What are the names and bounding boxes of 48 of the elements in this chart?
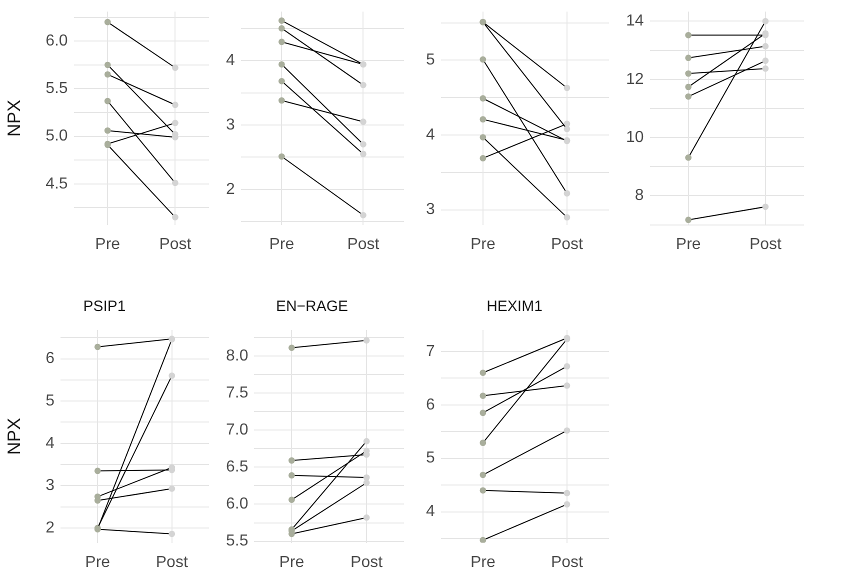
x-tick-label: Post xyxy=(350,554,384,571)
y-tick-label: 6.5 xyxy=(226,458,248,476)
y-tick-label: 6 xyxy=(46,350,55,368)
chart-title: PSIP1 xyxy=(83,298,126,316)
y-tick-label: 7.5 xyxy=(226,384,248,402)
y-tick-label: 3 xyxy=(46,477,55,494)
y-tick-label: 5 xyxy=(46,392,55,410)
x-tick-label: Post xyxy=(550,554,584,571)
y-tick-label: 6.0 xyxy=(226,496,248,513)
y-tick-label: 7 xyxy=(426,342,435,360)
x-tick-label: Pre xyxy=(85,554,110,571)
y-tick-label: 6 xyxy=(426,396,435,414)
y-tick-label: 3 xyxy=(426,201,435,218)
y-tick-label: 5.5 xyxy=(46,80,68,98)
x-tick-label: Post xyxy=(156,554,188,571)
y-tick-label: 5.5 xyxy=(226,532,248,550)
x-tick-label: Pre xyxy=(279,554,304,571)
x-tick-label: Pre xyxy=(470,554,496,571)
x-tick-label: Post xyxy=(159,236,192,253)
y-tick-label: 5 xyxy=(426,450,435,467)
y-tick-label: 4 xyxy=(426,126,435,144)
y-tick-label: 5.0 xyxy=(46,128,68,145)
y-tick-label: 5 xyxy=(426,52,435,69)
y-tick-label: 14 xyxy=(626,12,644,30)
x-tick-label: Post xyxy=(749,236,782,253)
y-tick-label: 2 xyxy=(46,519,55,536)
y-axis-title: NPX xyxy=(4,100,24,137)
y-tick-label: 12 xyxy=(626,70,644,88)
chart-title: EN−RAGE xyxy=(276,298,348,316)
y-tick-label: 7.0 xyxy=(226,422,248,439)
x-tick-label: Pre xyxy=(470,236,496,253)
y-tick-label: 2 xyxy=(226,180,235,198)
x-tick-label: Pre xyxy=(95,236,120,253)
x-tick-label: Post xyxy=(550,236,584,253)
y-tick-label: 8 xyxy=(634,187,644,204)
y-tick-label: 4 xyxy=(226,52,235,69)
x-tick-label: Pre xyxy=(269,236,294,253)
y-axis-title: NPX xyxy=(4,418,24,455)
y-tick-label: 4.5 xyxy=(46,175,68,192)
y-tick-label: 4 xyxy=(426,503,435,520)
y-tick-label: 4 xyxy=(46,434,55,452)
chart-title: HEXIM1 xyxy=(486,298,542,316)
y-tick-label: 8.0 xyxy=(226,347,248,364)
y-tick-label: 3 xyxy=(226,116,235,134)
y-tick-label: 6.0 xyxy=(46,32,68,50)
x-tick-label: Post xyxy=(347,236,380,253)
x-tick-label: Pre xyxy=(676,236,701,253)
y-tick-label: 10 xyxy=(626,128,644,146)
